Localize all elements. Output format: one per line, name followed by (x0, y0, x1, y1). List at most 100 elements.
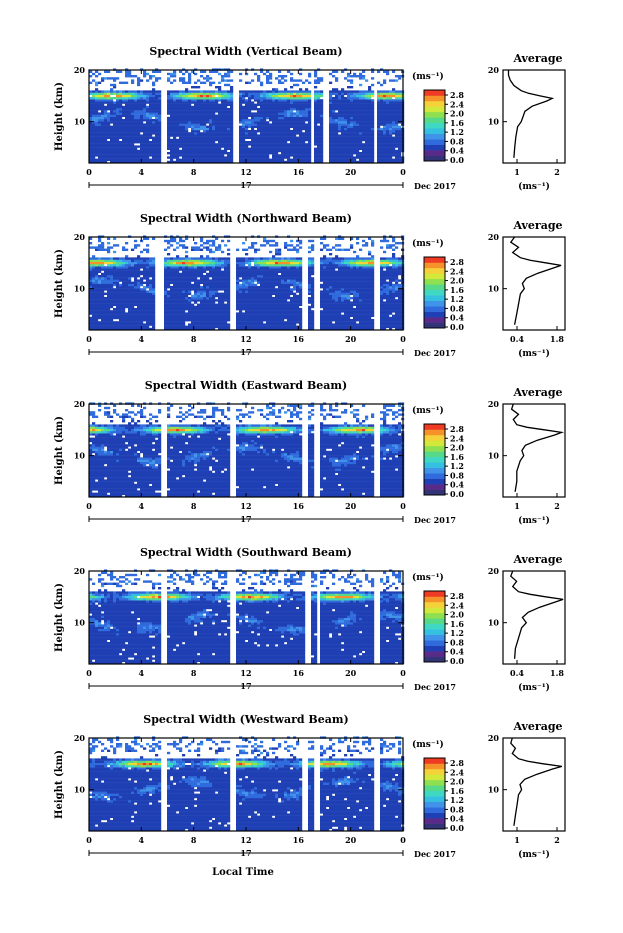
heatmap-cell (95, 249, 98, 251)
heatmap-cell (224, 297, 227, 299)
heatmap-cell (134, 282, 137, 284)
heatmap-cell (134, 101, 137, 103)
heatmap-cell (317, 143, 320, 145)
heatmap-cell (371, 77, 374, 79)
heatmap-cell (146, 106, 149, 108)
heatmap-cell (104, 154, 107, 156)
heatmap-cell (389, 139, 392, 141)
heatmap-cell (113, 90, 116, 92)
heatmap-cell (104, 152, 107, 154)
heatmap-cell (179, 279, 182, 281)
heatmap-cell (173, 97, 176, 99)
heatmap-cell (173, 260, 176, 262)
heatmap-cell (119, 288, 122, 290)
heatmap-cell (191, 262, 194, 264)
heatmap-cell (227, 262, 230, 264)
heatmap-cell (320, 101, 323, 103)
heatmap-cell (320, 95, 323, 97)
heatmap-cell (380, 137, 383, 139)
heatmap-cell (173, 266, 176, 268)
heatmap-cell (296, 95, 299, 97)
heatmap-cell (212, 299, 215, 301)
heatmap-cell (98, 312, 101, 314)
heatmap-cell (197, 117, 200, 119)
heatmap-cell (206, 304, 209, 306)
heatmap-cell (158, 108, 161, 110)
heatmap-cell (191, 128, 194, 130)
heatmap-cell (125, 75, 128, 77)
heatmap-cell (272, 123, 275, 125)
heatmap-cell (191, 95, 194, 97)
heatmap-cell (281, 148, 284, 150)
heatmap-cell (377, 90, 380, 92)
heatmap-cell (200, 317, 203, 319)
heatmap-cell (110, 321, 113, 323)
heatmap-cell (107, 319, 110, 321)
heatmap-cell (164, 293, 167, 295)
heatmap-cell (290, 90, 293, 92)
heatmap-cell (131, 268, 134, 270)
heatmap-cell (140, 251, 143, 253)
heatmap-cell (299, 139, 302, 141)
heatmap-cell (353, 150, 356, 152)
heatmap-cell (221, 126, 224, 128)
heatmap-cell (134, 97, 137, 99)
heatmap-cell (383, 95, 386, 97)
heatmap-cell (398, 141, 401, 143)
heatmap-cell (257, 152, 260, 154)
heatmap-cell (230, 88, 233, 90)
heatmap-cell (200, 315, 203, 317)
heatmap-cell (158, 132, 161, 134)
heatmap-cell (152, 139, 155, 141)
heatmap-cell (95, 275, 98, 277)
heatmap-cell (221, 262, 224, 264)
heatmap-cell (386, 156, 389, 158)
heatmap-cell (221, 257, 224, 259)
heatmap-cell (362, 150, 365, 152)
heatmap-cell (128, 154, 131, 156)
heatmap-cell (212, 104, 215, 106)
heatmap-cell (155, 148, 158, 150)
heatmap-cell (167, 312, 170, 314)
heatmap-cell (215, 257, 218, 259)
heatmap-cell (104, 288, 107, 290)
heatmap-cell (392, 104, 395, 106)
heatmap-cell (257, 112, 260, 114)
heatmap-cell (128, 108, 131, 110)
heatmap-cell (119, 130, 122, 132)
heatmap-cell (203, 77, 206, 79)
heatmap-cell (185, 108, 188, 110)
heatmap-cell (197, 288, 200, 290)
heatmap-cell (140, 319, 143, 321)
heatmap-cell (182, 148, 185, 150)
heatmap-cell (134, 154, 137, 156)
heatmap-cell (350, 128, 353, 130)
heatmap-cell (242, 148, 245, 150)
heatmap-cell (110, 104, 113, 106)
heatmap-cell (110, 312, 113, 314)
heatmap-cell (221, 295, 224, 297)
heatmap-cell (218, 284, 221, 286)
heatmap-cell (128, 123, 131, 125)
heatmap-cell (92, 79, 95, 81)
heatmap-cell (344, 139, 347, 141)
heatmap-cell (272, 128, 275, 130)
heatmap-cell (251, 148, 254, 150)
heatmap-cell (281, 112, 284, 114)
heatmap-cell (206, 90, 209, 92)
heatmap-cell (251, 123, 254, 125)
x-tick-label: 20 (345, 167, 357, 177)
heatmap-cell (209, 93, 212, 95)
heatmap-cell (314, 99, 317, 101)
heatmap-cell (230, 141, 233, 143)
heatmap-cell (236, 290, 239, 292)
heatmap-cell (341, 141, 344, 143)
heatmap-cell (164, 260, 167, 262)
heatmap-cell (149, 297, 152, 299)
heatmap-cell (146, 90, 149, 92)
heatmap-cell (95, 99, 98, 101)
heatmap-cell (113, 93, 116, 95)
heatmap-cell (203, 326, 206, 328)
heatmap-cell (128, 317, 131, 319)
heatmap-cell (134, 297, 137, 299)
